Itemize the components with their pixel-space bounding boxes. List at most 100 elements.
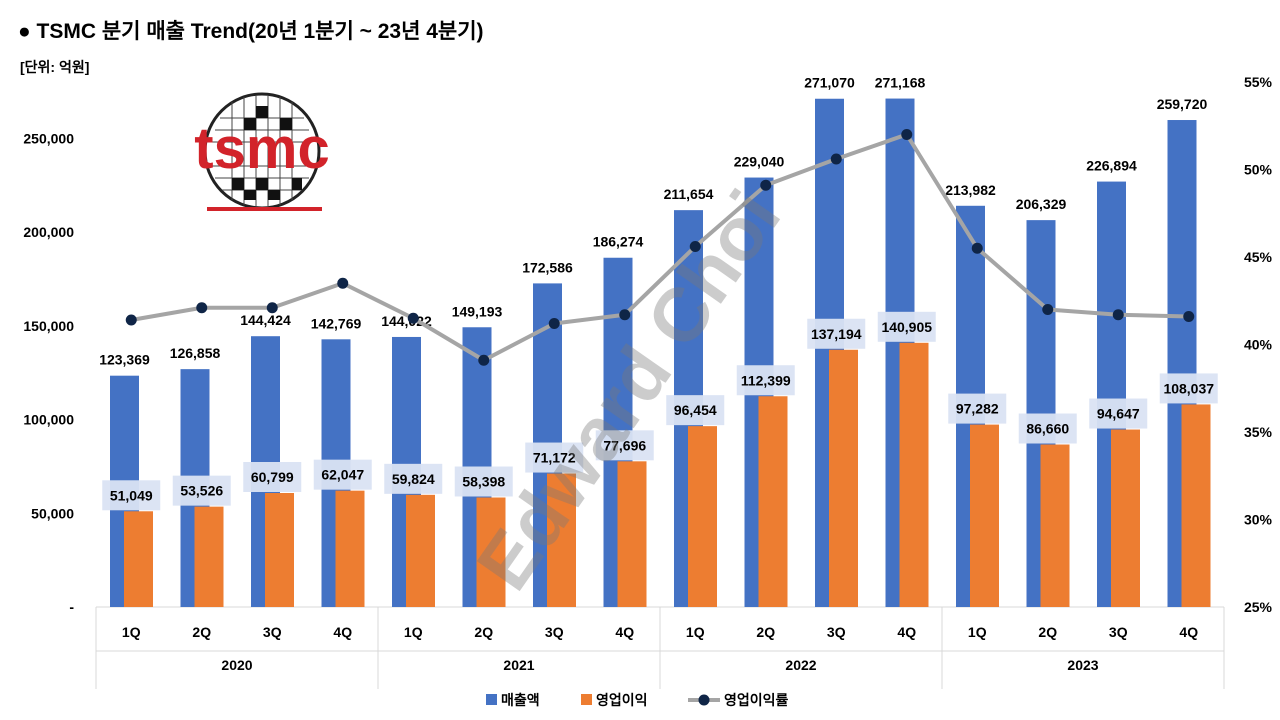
operating-profit-data-label: 53,526 <box>180 483 223 499</box>
revenue-data-label: 142,769 <box>311 315 362 331</box>
operating-margin-point <box>478 354 490 366</box>
operating-profit-label-box <box>666 395 725 426</box>
operating-profit-label-box <box>807 318 866 349</box>
x-axis-category-label: 2Q <box>756 624 775 640</box>
x-axis-category-label: 4Q <box>333 624 352 640</box>
x-axis-category-label: 3Q <box>1109 624 1128 640</box>
logo-wafer-cells <box>232 106 302 200</box>
operating-margin-point <box>125 314 137 326</box>
operating-profit-bar <box>1040 444 1070 607</box>
operating-profit-data-label: 71,172 <box>533 450 576 466</box>
operating-margin-point <box>619 309 631 321</box>
left-axis-tick-label: - <box>69 599 74 615</box>
operating-profit-label-box <box>313 459 372 490</box>
x-axis-category-label: 4Q <box>615 624 634 640</box>
unit-note: [단위: 억원] <box>20 59 89 75</box>
operating-margin-point <box>548 318 560 329</box>
operating-profit-label-box <box>243 462 302 493</box>
operating-profit-data-label: 59,824 <box>392 471 435 487</box>
left-axis-tick-label: 100,000 <box>23 412 74 428</box>
operating-profit-data-label: 94,647 <box>1097 406 1140 422</box>
operating-profit-bar <box>688 426 717 607</box>
operating-margin-point <box>760 179 772 191</box>
operating-margin-point <box>1042 304 1054 315</box>
x-axis-category-label: 2Q <box>474 624 493 640</box>
left-axis-tick-label: 50,000 <box>31 505 74 521</box>
right-axis-tick-label: 35% <box>1244 424 1273 440</box>
operating-profit-data-label: 58,398 <box>462 474 505 490</box>
operating-profit-label-box <box>1159 373 1218 404</box>
tsmc-logo: tsmc <box>194 92 330 211</box>
x-axis-category-label: 2Q <box>1038 624 1057 640</box>
revenue-data-label: 206,329 <box>1016 196 1067 212</box>
operating-margin-point <box>971 242 983 254</box>
logo-text: tsmc <box>194 116 329 181</box>
operating-profit-data-label: 140,905 <box>881 319 932 335</box>
x-axis-category-label: 1Q <box>404 624 423 640</box>
left-axis-tick-label: 250,000 <box>23 130 74 146</box>
operating-profit-bar <box>124 511 153 607</box>
operating-profit-bar <box>758 396 788 607</box>
operating-profit-label-box <box>384 463 443 494</box>
x-axis-year-label: 2022 <box>785 657 816 673</box>
operating-profit-data-label: 108,037 <box>1163 380 1214 396</box>
operating-margin-point <box>196 302 208 314</box>
operating-profit-bar <box>335 490 365 607</box>
operating-profit-data-label: 86,660 <box>1026 421 1069 437</box>
x-axis-category-label: 4Q <box>897 624 916 640</box>
x-axis-category-label: 1Q <box>122 624 141 640</box>
x-axis-category-label: 1Q <box>968 624 987 640</box>
operating-profit-label-box <box>877 311 936 342</box>
x-axis-category-label: 1Q <box>686 624 705 640</box>
legend-revenue-label: 매출액 <box>501 692 540 708</box>
revenue-data-label: 186,274 <box>593 234 644 250</box>
operating-profit-data-label: 112,399 <box>741 372 791 388</box>
operating-profit-bar <box>476 497 506 607</box>
left-axis-tick-label: 200,000 <box>23 224 74 240</box>
operating-profit-bar <box>406 494 435 607</box>
revenue-data-label: 126,858 <box>170 345 221 361</box>
revenue-data-label: 271,168 <box>875 75 926 91</box>
operating-profit-bar <box>829 349 858 607</box>
operating-profit-data-label: 97,282 <box>956 401 999 417</box>
revenue-data-label: 149,193 <box>452 303 503 319</box>
x-axis-year-label: 2020 <box>221 657 252 673</box>
revenue-data-label: 144,022 <box>381 313 432 329</box>
right-axis-tick-label: 40% <box>1244 337 1273 353</box>
revenue-data-label: 213,982 <box>945 182 996 198</box>
right-axis-tick-label: 55% <box>1244 74 1273 90</box>
right-axis-tick-label: 25% <box>1244 599 1273 615</box>
operating-profit-label-box <box>1018 413 1077 444</box>
operating-profit-bar <box>265 493 294 607</box>
x-axis-year-label: 2021 <box>503 657 534 673</box>
legend-revenue-swatch <box>486 694 497 705</box>
operating-profit-bar <box>899 342 929 607</box>
x-axis-category-label: 4Q <box>1179 624 1198 640</box>
right-axis-tick-label: 30% <box>1244 512 1273 528</box>
operating-profit-bar <box>1111 429 1140 607</box>
logo-underline <box>207 207 322 211</box>
chart-title: ● TSMC 분기 매출 Trend(20년 1분기 ~ 23년 4분기) <box>18 20 484 43</box>
revenue-data-label: 271,070 <box>804 75 855 91</box>
operating-profit-label-box <box>172 475 231 506</box>
legend-operating-profit-swatch <box>581 694 592 705</box>
x-axis-category-label: 2Q <box>192 624 211 640</box>
operating-profit-label-box <box>948 393 1007 424</box>
operating-margin-point <box>830 153 842 165</box>
revenue-data-label: 144,424 <box>240 312 291 328</box>
operating-margin-point <box>1112 309 1124 321</box>
x-axis-category-label: 3Q <box>827 624 846 640</box>
operating-margin-point <box>901 129 913 140</box>
right-axis-tick-label: 50% <box>1244 162 1273 178</box>
operating-profit-data-label: 137,194 <box>811 326 862 342</box>
operating-profit-data-label: 51,049 <box>110 487 153 503</box>
operating-margin-point <box>407 312 419 324</box>
revenue-data-label: 123,369 <box>99 352 150 368</box>
operating-profit-bar <box>547 473 576 607</box>
operating-margin-point <box>337 277 349 289</box>
left-axis-tick-label: 150,000 <box>23 318 74 334</box>
operating-profit-bar <box>1181 404 1211 607</box>
operating-profit-data-label: 77,696 <box>603 437 646 453</box>
operating-profit-label-box <box>595 430 654 461</box>
